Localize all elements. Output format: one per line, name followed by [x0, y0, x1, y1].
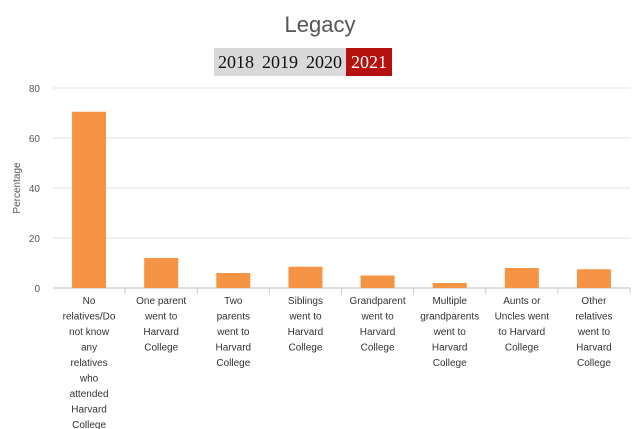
year-tab-2018[interactable]: 2018 — [218, 52, 254, 72]
y-tick-label: 80 — [29, 84, 41, 95]
x-category-label: Siblings went to Harvard College — [288, 296, 324, 354]
chart-title: Legacy — [284, 12, 356, 37]
x-category-label: One parent went to Harvard College — [136, 296, 186, 354]
x-category-label: Two parents went to Harvard College — [216, 296, 252, 369]
y-tick-label: 40 — [29, 184, 41, 195]
x-category-label: Aunts or Uncles went to Harvard College — [495, 296, 550, 354]
bar — [504, 268, 539, 288]
bar — [216, 273, 251, 288]
x-category-label: Multiple grandparents went to Harvard Colleg… — [420, 296, 479, 369]
year-tab-2020[interactable]: 2020 — [306, 52, 342, 72]
y-tick-label: 0 — [34, 284, 40, 295]
bar — [144, 258, 179, 288]
y-axis-label: Percentage — [12, 162, 23, 214]
year-tab-2021[interactable]: 2021 — [346, 48, 392, 76]
x-category-label: Other relatives went to Harvard College — [575, 296, 612, 369]
x-category-label: Grandparent went to Harvard College — [349, 296, 405, 354]
bar — [432, 283, 467, 288]
x-category-label: No relatives/Do not know any relatives who att… — [63, 296, 116, 429]
bar — [72, 111, 107, 288]
bar — [288, 266, 323, 288]
year-tab-2019[interactable]: 2019 — [262, 52, 298, 72]
year-tabs: 2018 2019 2020 2021 — [214, 48, 392, 76]
y-tick-label: 60 — [29, 134, 41, 145]
bar — [576, 269, 611, 288]
bar — [360, 275, 395, 288]
y-tick-label: 20 — [29, 234, 41, 245]
